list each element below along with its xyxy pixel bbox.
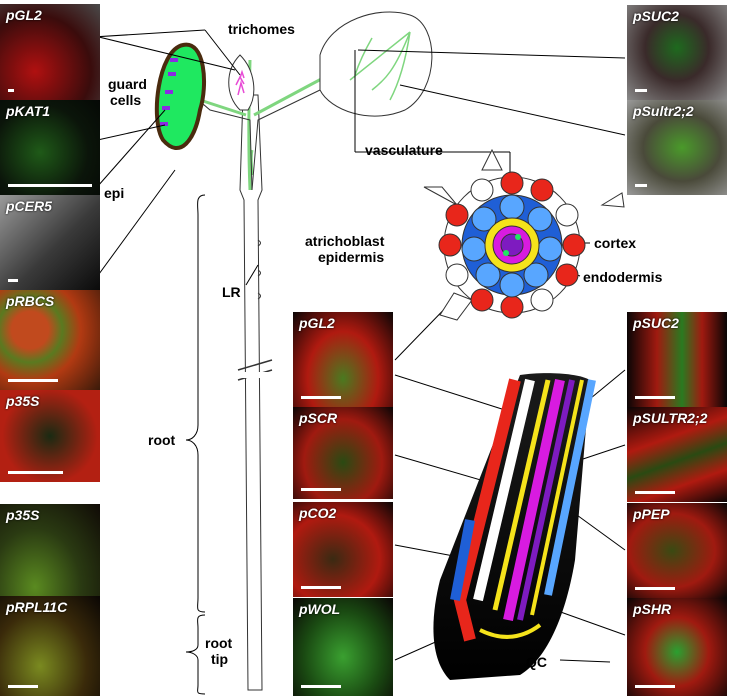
label-vasculature: vasculature bbox=[365, 142, 443, 158]
label-atrichoblast: atrichoblast bbox=[305, 233, 385, 249]
label-epi: epi bbox=[104, 185, 125, 201]
panel-gl2-leaf-label: pGL2 bbox=[6, 7, 42, 23]
root-brace bbox=[185, 194, 206, 695]
root-cross-section bbox=[423, 148, 625, 321]
panel-sultr22-root: pSULTR2;2 bbox=[627, 407, 727, 502]
panel-kat1-label: pKAT1 bbox=[6, 103, 51, 119]
panel-suc2-root-label: pSUC2 bbox=[633, 315, 679, 331]
label-root-tip-2: tip bbox=[211, 651, 229, 667]
panel-wol-label: pWOL bbox=[299, 601, 341, 617]
panel-rbcs: pRBCS bbox=[0, 290, 100, 390]
panel-cer5: pCER5 bbox=[0, 195, 100, 290]
panel-co2: pCO2 bbox=[293, 502, 393, 597]
panel-sultr22-root-label: pSULTR2;2 bbox=[633, 410, 708, 426]
panel-gl2-leaf: pGL2 bbox=[0, 4, 100, 100]
label-qc: QC bbox=[526, 654, 547, 670]
panel-suc2-root: pSUC2 bbox=[627, 312, 727, 407]
panel-rpl11c-label: pRPL11C bbox=[6, 599, 68, 615]
label-cortex: cortex bbox=[594, 235, 637, 251]
panel-kat1: pKAT1 bbox=[0, 100, 100, 195]
seedling bbox=[154, 11, 433, 691]
panel-35s-leaf-label: p35S bbox=[6, 393, 40, 409]
panel-sultr22-leaf-label: pSultr2;2 bbox=[633, 103, 694, 119]
panel-rbcs-label: pRBCS bbox=[6, 293, 55, 309]
panel-35s-root: p35S bbox=[0, 504, 100, 596]
panel-shr: pSHR bbox=[627, 598, 727, 696]
panel-scr-label: pSCR bbox=[299, 410, 338, 426]
label-root: root bbox=[148, 432, 176, 448]
panel-shr-label: pSHR bbox=[633, 601, 672, 617]
root-longitudinal bbox=[433, 373, 596, 680]
panel-scr: pSCR bbox=[293, 407, 393, 499]
panel-cer5-label: pCER5 bbox=[6, 198, 52, 214]
panel-35s-root-label: p35S bbox=[6, 507, 40, 523]
label-endodermis: endodermis bbox=[583, 269, 663, 285]
label-root-tip-1: root bbox=[205, 635, 233, 651]
panel-wol: pWOL bbox=[293, 598, 393, 696]
label-cells: cells bbox=[110, 92, 142, 108]
label-epidermis: epidermis bbox=[318, 249, 385, 265]
panel-gl2-root: pGL2 bbox=[293, 312, 393, 407]
panel-sultr22-leaf: pSultr2;2 bbox=[627, 100, 727, 195]
label-lr: LR bbox=[222, 284, 241, 300]
panel-gl2-root-label: pGL2 bbox=[299, 315, 335, 331]
panel-rpl11c: pRPL11C bbox=[0, 596, 100, 696]
panel-pep: pPEP bbox=[627, 503, 727, 598]
panel-pep-label: pPEP bbox=[633, 506, 670, 522]
panel-co2-label: pCO2 bbox=[299, 505, 337, 521]
panel-suc2-leaf: pSUC2 bbox=[627, 5, 727, 100]
panel-suc2-leaf-label: pSUC2 bbox=[633, 8, 679, 24]
panel-35s-leaf: p35S bbox=[0, 390, 100, 482]
label-guard: guard bbox=[108, 76, 147, 92]
label-trichomes: trichomes bbox=[228, 21, 295, 37]
